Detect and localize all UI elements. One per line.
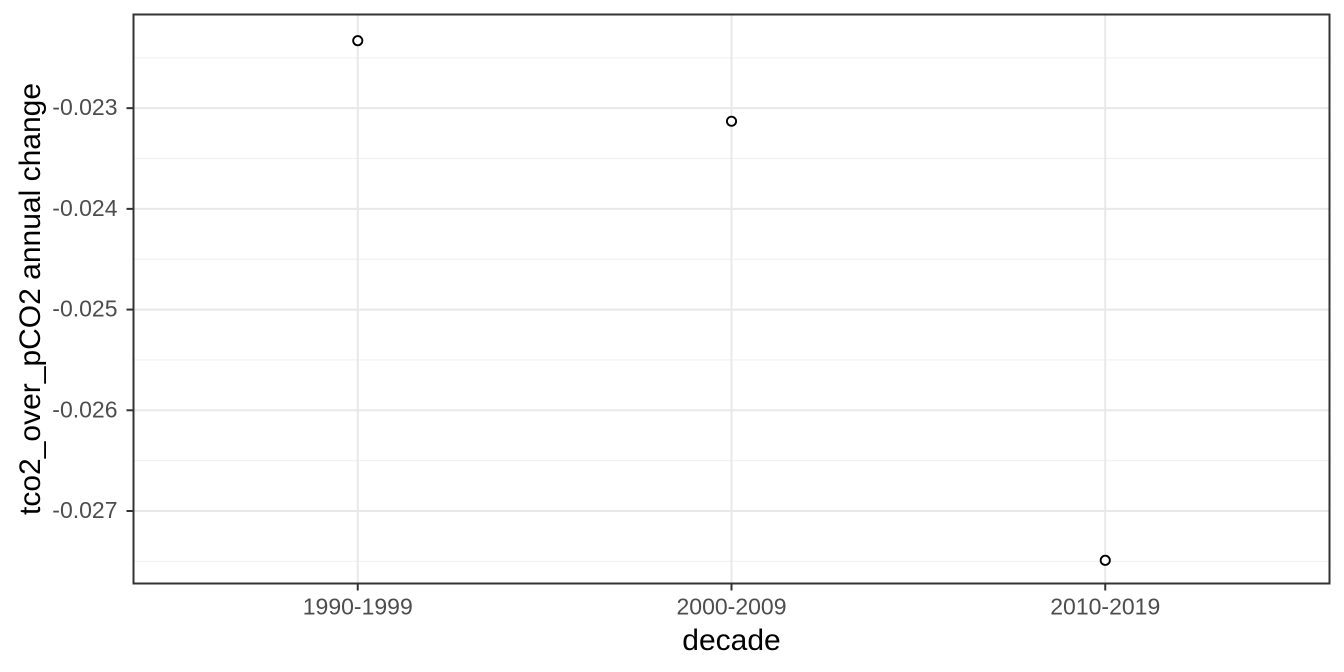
x-tick-label: 1990-1999 bbox=[303, 594, 413, 620]
y-tick-label: -0.026 bbox=[52, 396, 117, 422]
data-point bbox=[725, 115, 738, 127]
y-tick-label: -0.027 bbox=[52, 497, 117, 523]
x-tick-label: 2010-2019 bbox=[1050, 594, 1160, 620]
data-point bbox=[1099, 554, 1111, 566]
x-axis-title: decade bbox=[682, 624, 780, 657]
y-axis-title: tco2_over_pCO2 annual change bbox=[14, 83, 47, 515]
data-point bbox=[352, 35, 364, 47]
x-tick-label: 2000-2009 bbox=[677, 594, 787, 620]
y-tick-label: -0.025 bbox=[52, 296, 117, 322]
y-tick-label: -0.024 bbox=[52, 195, 117, 221]
y-tick-label: -0.023 bbox=[52, 94, 117, 120]
